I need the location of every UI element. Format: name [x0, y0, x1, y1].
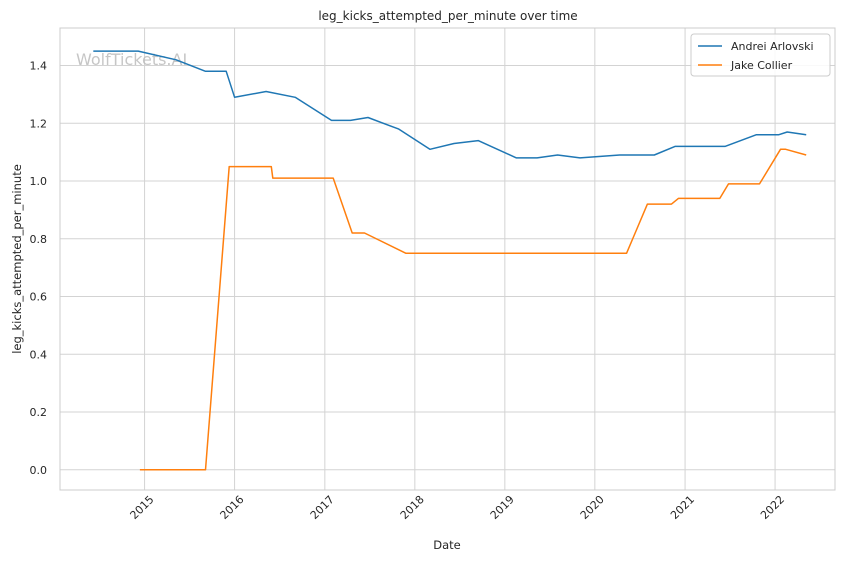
y-tick-label: 0.4 [30, 348, 48, 361]
x-tick-label: 2019 [488, 493, 517, 522]
y-axis-title: leg_kicks_attempted_per_minute [10, 164, 24, 354]
x-tick-label: 2017 [308, 493, 337, 522]
x-axis-ticks: 2015 2016 2017 2018 2019 2020 2021 2022 [128, 493, 787, 522]
y-tick-label: 1.2 [30, 117, 48, 130]
plot-frame [59, 27, 836, 491]
y-tick-label: 0.6 [30, 291, 48, 304]
x-tick-label: 2015 [128, 493, 157, 522]
x-axis-title: Date [433, 538, 461, 552]
grid-lines [60, 28, 835, 490]
series-line-jake-collier [139, 148, 807, 471]
series-layer [93, 50, 807, 471]
y-tick-label: 1.4 [30, 60, 48, 73]
series-line-andrei-arlovski [93, 50, 807, 159]
y-tick-label: 0.2 [30, 406, 48, 419]
legend-label-jake-collier: Jake Collier [730, 59, 793, 72]
chart-legend: Andrei Arlovski Jake Collier [690, 33, 831, 77]
y-axis-ticks: 0.0 0.2 0.4 0.6 0.8 1.0 1.2 1.4 [30, 60, 48, 477]
chart-title: leg_kicks_attempted_per_minute over time [318, 9, 577, 23]
y-tick-label: 0.0 [30, 464, 48, 477]
x-tick-label: 2016 [218, 493, 247, 522]
legend-box [690, 33, 831, 77]
x-tick-label: 2020 [578, 493, 607, 522]
x-tick-label: 2022 [758, 493, 787, 522]
x-tick-label: 2021 [668, 493, 697, 522]
x-tick-label: 2018 [398, 493, 427, 522]
y-tick-label: 0.8 [30, 233, 48, 246]
legend-label-andrei-arlovski: Andrei Arlovski [731, 40, 814, 53]
y-tick-label: 1.0 [30, 175, 48, 188]
watermark-text: WolfTickets.AI [76, 50, 187, 69]
